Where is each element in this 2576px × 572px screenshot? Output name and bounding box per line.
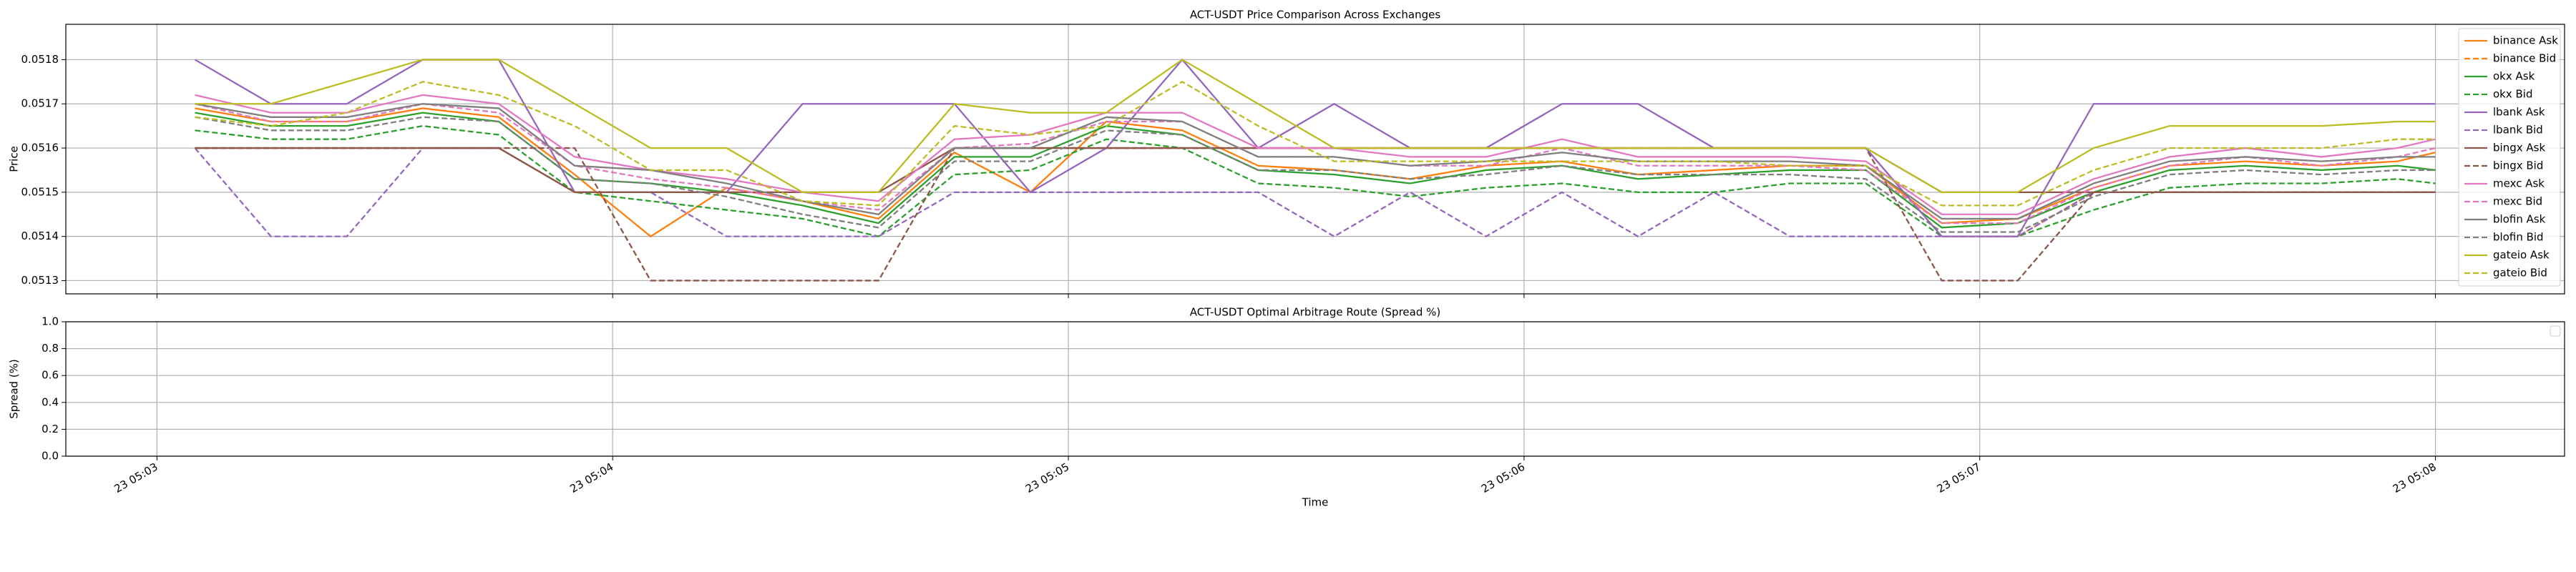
y-tick-label: 0.0518 [21,53,59,66]
y-tick-label: 0.4 [42,395,59,408]
series-line [195,124,2436,237]
chart-title: ACT-USDT Optimal Arbitrage Route (Spread… [1190,306,1441,319]
y-tick-label: 0.0516 [21,142,59,154]
y-tick-label: 0.6 [42,369,59,382]
y-tick-label: 0.0 [42,450,59,463]
y-axis-label: Price [8,146,21,172]
legend-box [2458,28,2561,287]
series-line [195,81,2436,207]
legend-label: binance Bid [2493,52,2556,65]
legend-label: binance Ask [2493,34,2558,47]
axes-frame [65,321,2565,457]
y-tick-label: 0.2 [42,423,59,435]
x-axis-label: Time [1302,496,1329,509]
chart-title: ACT-USDT Price Comparison Across Exchang… [1190,9,1441,21]
axes-frame [65,24,2565,295]
series-line [195,103,2436,220]
legend-label: mexc Bid [2493,195,2542,208]
legend-label: lbank Ask [2493,106,2545,119]
y-tick-label: 0.8 [42,342,59,355]
y-tick-label: 0.0517 [21,97,59,110]
legend-label: bingx Bid [2493,159,2543,172]
legend-label: gateio Bid [2493,267,2547,280]
series-line [195,116,2436,233]
series-line [195,59,2436,193]
legend-label: gateio Ask [2493,249,2550,262]
legend-label: mexc Ask [2493,177,2545,190]
legend-box [2550,325,2561,337]
y-axis-label: Spread (%) [8,359,21,419]
y-tick-label: 0.0515 [21,185,59,198]
legend-label: blofin Ask [2493,213,2546,226]
legend-label: lbank Bid [2493,124,2543,137]
y-tick-label: 1.0 [42,315,59,328]
legend-label: bingx Ask [2493,142,2545,154]
y-tick-label: 0.0513 [21,274,59,287]
legend-label: okx Ask [2493,70,2535,83]
legend-label: okx Bid [2493,88,2533,101]
legend-label: blofin Bid [2493,231,2544,244]
y-tick-label: 0.0514 [21,230,59,242]
